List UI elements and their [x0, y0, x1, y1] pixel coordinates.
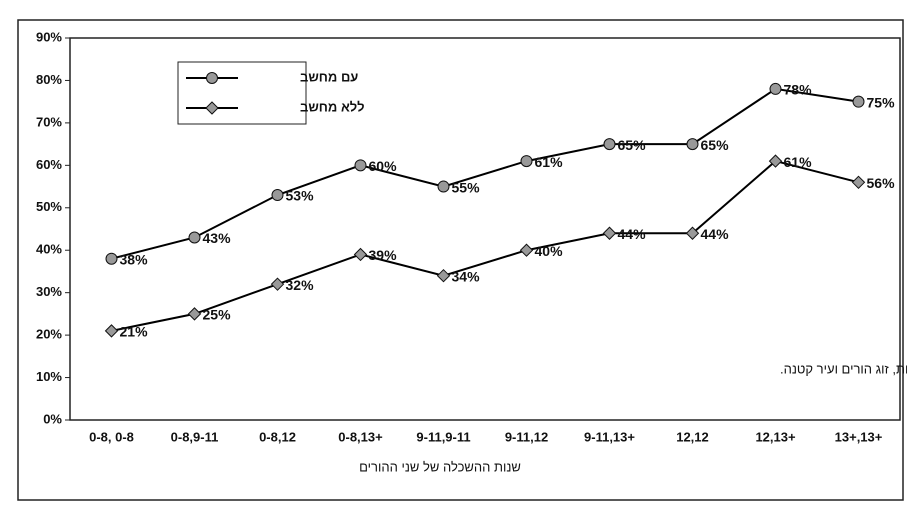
data-point: [602, 226, 617, 240]
value-label: 61%: [535, 154, 564, 170]
y-tick-label: 0%: [43, 411, 62, 426]
value-label: 75%: [867, 94, 896, 110]
y-tick-label: 10%: [36, 369, 62, 384]
y-tick-label: 30%: [36, 284, 62, 299]
y-tick-label: 20%: [36, 327, 62, 342]
x-tick-label: 0-8,12: [259, 429, 296, 444]
value-label: 60%: [369, 158, 398, 174]
data-point: [188, 231, 201, 244]
y-tick-label: 90%: [36, 29, 62, 44]
y-tick-label: 50%: [36, 199, 62, 214]
value-label: 61%: [784, 154, 813, 170]
value-label: 43%: [203, 230, 232, 246]
data-point: [436, 268, 451, 283]
series-line: [111, 87, 859, 260]
value-label: 53%: [286, 188, 315, 204]
value-label: 32%: [286, 277, 315, 293]
data-point: [685, 226, 700, 240]
value-label: 21%: [120, 324, 149, 340]
x-tick-label: 13+,13+: [835, 429, 883, 444]
data-point: [851, 175, 866, 190]
data-point: [105, 252, 118, 265]
x-tick-label: 9-11,12: [505, 429, 548, 444]
data-point: [520, 155, 533, 168]
x-tick-label: 0-8,13+: [338, 429, 383, 444]
value-label: 44%: [618, 226, 647, 242]
value-label: 25%: [203, 307, 232, 323]
data-point: [104, 324, 119, 338]
y-tick-label: 80%: [36, 72, 62, 87]
y-tick-label: 40%: [36, 242, 62, 257]
series-line: [111, 159, 859, 332]
data-point: [271, 189, 284, 202]
data-point: [437, 180, 450, 193]
value-label: 56%: [867, 175, 896, 191]
legend-marker: [206, 72, 218, 84]
value-label: 39%: [369, 247, 398, 263]
value-label: 78%: [784, 82, 813, 98]
x-axis-label: שנות ההשכלה של שני ההורים: [359, 459, 521, 474]
data-point: [353, 247, 368, 262]
data-point: [519, 243, 534, 257]
data-point: [354, 159, 367, 172]
legend-box: [177, 61, 307, 125]
annotation: הנחות המוצא: 3 חדרים, מכונית, אין מחשב, …: [780, 361, 907, 376]
x-tick-label: 12,12: [676, 429, 709, 444]
data-point: [603, 138, 616, 151]
value-label: 65%: [701, 137, 730, 153]
value-label: 40%: [535, 243, 564, 259]
x-tick-label: 9-11,13+: [584, 429, 635, 444]
data-point: [769, 82, 782, 95]
legend-label: עם מחשב: [300, 69, 358, 84]
x-tick-label: 9-11,9-11: [416, 429, 470, 444]
legend-label: ללא מחשב: [300, 99, 365, 114]
value-label: 55%: [452, 179, 481, 195]
value-label: 34%: [452, 268, 481, 284]
y-tick-label: 70%: [36, 114, 62, 129]
value-label: 65%: [618, 137, 647, 153]
data-point: [187, 307, 202, 321]
data-point: [686, 138, 699, 151]
value-label: 38%: [120, 251, 149, 267]
plot-frame: [69, 37, 901, 421]
data-point: [768, 154, 783, 168]
value-label: 44%: [701, 226, 730, 242]
data-point: [270, 277, 285, 291]
legend-marker: [205, 101, 219, 115]
x-tick-label: 12,13+: [755, 429, 796, 444]
x-tick-label: 0-8,9-11: [171, 429, 219, 444]
y-tick-label: 60%: [36, 157, 62, 172]
x-tick-label: 0-8, 0-8: [89, 429, 134, 444]
data-point: [852, 95, 865, 108]
